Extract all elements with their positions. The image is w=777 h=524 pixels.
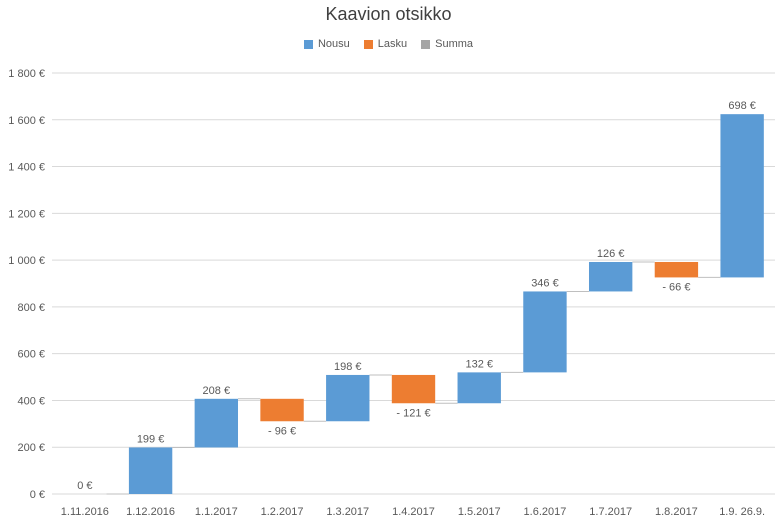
legend-swatch-total	[421, 39, 431, 49]
legend-label-total: Summa	[435, 38, 474, 50]
bar-increase	[457, 372, 501, 404]
legend-label-decrease: Lasku	[377, 38, 408, 50]
x-tick-label: 1.12.2016	[126, 506, 175, 518]
bar-decrease	[654, 261, 699, 278]
data-label: 199 €	[137, 433, 165, 445]
legend: Nousu Lasku Summa	[0, 38, 777, 50]
data-label: 126 €	[597, 248, 625, 260]
legend-item-increase: Nousu	[303, 38, 350, 50]
data-label: 698 €	[728, 100, 756, 112]
y-tick-label: 600 €	[17, 349, 45, 361]
data-label: - 96 €	[268, 425, 296, 437]
bar-increase	[194, 398, 239, 448]
x-tick-label: 1.9. 26.9.	[719, 506, 765, 518]
chart-title: Kaavion otsikko	[325, 4, 452, 24]
legend-swatch-decrease	[363, 39, 373, 49]
legend-swatch-increase	[303, 39, 313, 49]
x-tick-label: 1.11.2016	[61, 506, 109, 518]
y-tick-label: 1 600 €	[8, 115, 45, 127]
data-label: 346 €	[531, 277, 559, 289]
y-tick-label: 200 €	[17, 442, 45, 454]
x-tick-label: 1.5.2017	[458, 506, 501, 518]
bar-increase	[588, 261, 633, 292]
data-label: 0 €	[77, 480, 92, 492]
data-label: - 66 €	[662, 281, 690, 293]
legend-item-total: Summa	[421, 38, 473, 50]
x-tick-label: 1.8.2017	[655, 506, 698, 518]
y-tick-label: 1 400 €	[8, 162, 45, 174]
legend-item-decrease: Lasku	[363, 38, 408, 50]
x-tick-label: 1.7.2017	[589, 506, 632, 518]
x-tick-label: 1.1.2017	[195, 506, 238, 518]
y-tick-label: 800 €	[17, 302, 45, 314]
data-label: 208 €	[203, 385, 231, 397]
x-tick-label: 1.6.2017	[524, 506, 567, 518]
data-label: 198 €	[334, 361, 362, 373]
legend-label-increase: Nousu	[317, 38, 350, 50]
y-tick-label: 1 200 €	[8, 208, 45, 220]
bar-increase	[720, 114, 764, 278]
y-tick-label: 0 €	[30, 489, 45, 501]
data-label: 132 €	[465, 358, 493, 370]
bar-increase	[326, 374, 370, 422]
y-tick-label: 1 800 €	[8, 68, 45, 80]
y-tick-label: 1 000 €	[8, 255, 45, 267]
x-tick-label: 1.4.2017	[392, 506, 435, 518]
bar-decrease	[260, 398, 304, 422]
x-tick-label: 1.3.2017	[326, 506, 369, 518]
bar-increase	[128, 447, 173, 494]
data-label: - 121 €	[396, 407, 430, 419]
x-tick-label: 1.2.2017	[261, 506, 304, 518]
y-tick-label: 400 €	[17, 395, 45, 407]
bar-decrease	[391, 374, 436, 404]
bar-increase	[523, 291, 567, 373]
